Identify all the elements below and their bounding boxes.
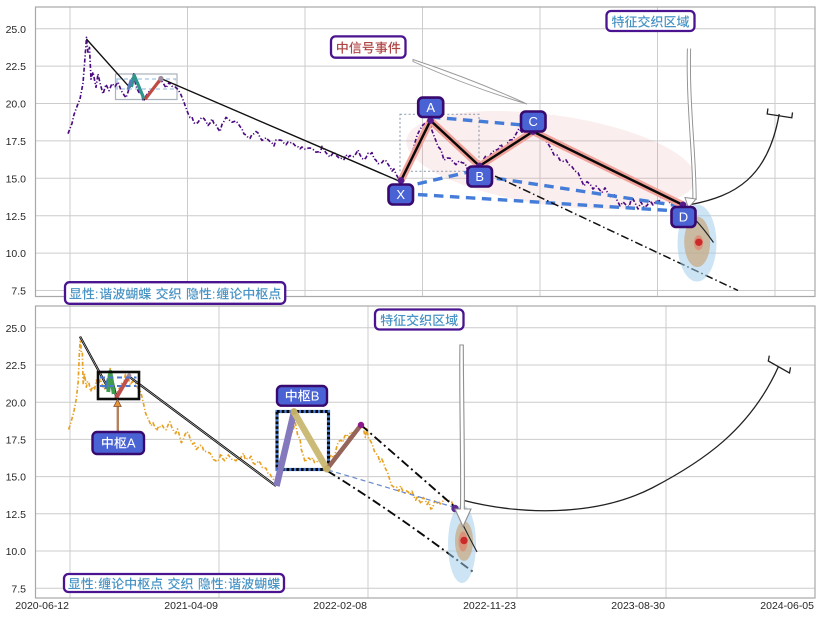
svg-text:20.0: 20.0 xyxy=(6,99,27,111)
svg-text:X: X xyxy=(396,187,405,202)
svg-text:C: C xyxy=(529,114,538,129)
svg-text:A: A xyxy=(426,100,435,115)
svg-text:25.0: 25.0 xyxy=(6,323,27,335)
svg-text:20.0: 20.0 xyxy=(6,397,27,409)
svg-text:12.5: 12.5 xyxy=(6,211,27,223)
svg-text:2023-08-30: 2023-08-30 xyxy=(611,600,665,612)
svg-text:25.0: 25.0 xyxy=(6,24,27,36)
svg-text::: : xyxy=(94,577,98,592)
svg-text:17.5: 17.5 xyxy=(6,435,27,447)
svg-text:22.5: 22.5 xyxy=(6,61,27,73)
svg-text:A: A xyxy=(127,436,136,451)
svg-text:2021-04-09: 2021-04-09 xyxy=(164,600,218,612)
svg-text:10.0: 10.0 xyxy=(6,248,27,260)
svg-text:22.5: 22.5 xyxy=(6,360,27,372)
svg-text:15.0: 15.0 xyxy=(6,472,27,484)
svg-text:2022-02-08: 2022-02-08 xyxy=(313,600,367,612)
svg-text::: : xyxy=(224,577,228,592)
svg-text:B: B xyxy=(311,389,320,404)
svg-text::: : xyxy=(212,287,216,302)
svg-text:7.5: 7.5 xyxy=(11,286,26,298)
svg-text:D: D xyxy=(679,210,688,225)
svg-text:10.0: 10.0 xyxy=(6,546,27,558)
svg-text:2022-11-23: 2022-11-23 xyxy=(463,600,516,612)
svg-text:B: B xyxy=(475,169,484,184)
svg-text:2020-06-12: 2020-06-12 xyxy=(15,600,69,612)
svg-text:15.0: 15.0 xyxy=(6,173,27,185)
svg-text::: : xyxy=(95,287,99,302)
svg-text:7.5: 7.5 xyxy=(11,583,26,595)
svg-text:2024-06-05: 2024-06-05 xyxy=(760,600,814,612)
svg-text:12.5: 12.5 xyxy=(6,509,27,521)
svg-text:17.5: 17.5 xyxy=(6,136,27,148)
